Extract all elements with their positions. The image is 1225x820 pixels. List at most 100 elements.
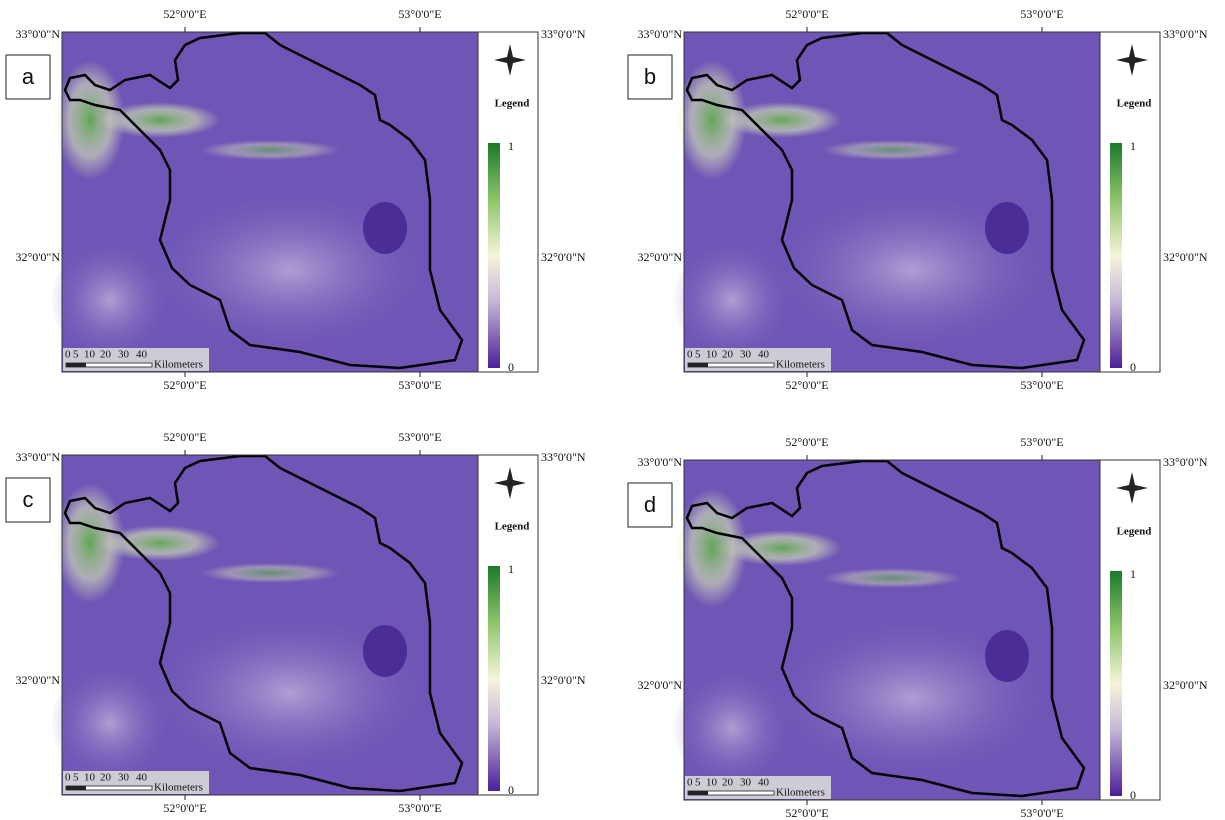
scale-tick-label: 0	[65, 772, 71, 784]
map-lake	[363, 625, 407, 677]
longitude-label: 53°0'0"E	[1020, 7, 1063, 21]
map-vegetation	[100, 102, 220, 138]
legend-min: 0	[1130, 788, 1136, 802]
longitude-label: 52°0'0"E	[785, 7, 828, 21]
scale-tick-label: 5	[695, 777, 701, 789]
scale-bar-segment	[688, 363, 708, 367]
scale-bar-segment	[66, 363, 86, 367]
scale-tick-label: 40	[758, 349, 770, 361]
map-light-area	[672, 240, 792, 360]
scale-tick-label: 10	[706, 349, 718, 361]
legend-max: 1	[1130, 567, 1136, 581]
longitude-label: 52°0'0"E	[163, 378, 206, 392]
longitude-label: 53°0'0"E	[398, 7, 441, 21]
map-vegetation	[100, 525, 220, 561]
map-vegetation	[822, 140, 962, 160]
north-arrow	[1116, 44, 1148, 76]
study-area-boundary	[685, 31, 1086, 370]
longitude-label: 52°0'0"E	[785, 378, 828, 392]
legend-panel	[477, 454, 539, 796]
scale-unit: Kilometers	[776, 359, 825, 371]
legend-panel	[1099, 31, 1161, 373]
longitude-label: 53°0'0"E	[1020, 435, 1063, 449]
map-lake	[363, 202, 407, 254]
panel-letter: b	[644, 64, 656, 89]
scale-tick-label: 40	[758, 777, 770, 789]
longitude-label: 53°0'0"E	[1020, 806, 1063, 820]
study-area-boundary	[63, 454, 464, 793]
longitude-label: 53°0'0"E	[398, 801, 441, 815]
color-bar	[1110, 143, 1122, 368]
legend-panel	[1099, 459, 1161, 801]
scale-unit: Kilometers	[776, 787, 825, 799]
scale-bar-segment	[688, 791, 708, 795]
color-bar	[488, 143, 500, 368]
latitude-label: 32°0'0"N	[1163, 250, 1208, 264]
panel-letter-box	[627, 482, 673, 528]
scale-tick-label: 5	[695, 349, 701, 361]
legend-min: 0	[1130, 360, 1136, 374]
map-light-area	[150, 613, 430, 773]
latitude-label: 33°0'0"N	[15, 27, 60, 41]
map-panel: Legend10b52°0'0"E52°0'0"E53°0'0"E53°0'0"…	[627, 7, 1208, 392]
scale-tick-label: 0	[65, 349, 71, 361]
legend-title: Legend	[1117, 98, 1152, 110]
longitude-label: 53°0'0"E	[1020, 378, 1063, 392]
legend-panel	[477, 31, 539, 373]
longitude-label: 52°0'0"E	[785, 435, 828, 449]
scale-tick-label: 10	[706, 777, 718, 789]
study-area-boundary	[685, 459, 1086, 798]
north-arrow	[1116, 472, 1148, 504]
scale-tick-label: 20	[722, 349, 734, 361]
north-arrow	[494, 44, 526, 76]
panel-letter-box	[627, 54, 673, 100]
latitude-label: 33°0'0"N	[637, 455, 682, 469]
latitude-label: 32°0'0"N	[637, 678, 682, 692]
latitude-label: 33°0'0"N	[637, 27, 682, 41]
legend-title: Legend	[1117, 526, 1152, 538]
latitude-label: 33°0'0"N	[541, 27, 586, 41]
map-light-area	[150, 190, 430, 350]
latitude-label: 32°0'0"N	[541, 673, 586, 687]
scale-tick-label: 5	[73, 772, 79, 784]
scale-tick-label: 30	[740, 349, 752, 361]
scale-tick-label: 0	[687, 349, 693, 361]
map-vegetation	[722, 530, 842, 566]
scale-tick-label: 20	[722, 777, 734, 789]
longitude-label: 53°0'0"E	[398, 378, 441, 392]
latitude-label: 32°0'0"N	[15, 250, 60, 264]
longitude-label: 52°0'0"E	[785, 806, 828, 820]
legend-min: 0	[508, 783, 514, 797]
map-vegetation	[722, 102, 842, 138]
map-panel: Legend10a52°0'0"E52°0'0"E53°0'0"E53°0'0"…	[5, 7, 586, 392]
latitude-label: 32°0'0"N	[637, 250, 682, 264]
north-arrow	[494, 467, 526, 499]
legend-max: 1	[1130, 139, 1136, 153]
scale-tick-label: 20	[100, 772, 112, 784]
map-vegetation	[822, 568, 962, 588]
longitude-label: 52°0'0"E	[163, 430, 206, 444]
scale-tick-label: 10	[84, 772, 96, 784]
scale-tick-label: 5	[73, 349, 79, 361]
panel-letter: c	[23, 487, 34, 512]
map-vegetation	[200, 140, 340, 160]
map-light-area	[772, 190, 1052, 350]
map-vegetation	[200, 563, 340, 583]
scale-tick-label: 30	[118, 349, 130, 361]
scale-tick-label: 30	[740, 777, 752, 789]
panel-letter: a	[22, 64, 35, 89]
panel-letter-box	[5, 54, 51, 100]
scale-unit: Kilometers	[154, 359, 203, 371]
latitude-label: 32°0'0"N	[15, 673, 60, 687]
map-panel: Legend10c52°0'0"E52°0'0"E53°0'0"E53°0'0"…	[5, 430, 586, 815]
map-light-area	[672, 668, 792, 788]
map-lake	[985, 630, 1029, 682]
latitude-label: 33°0'0"N	[541, 450, 586, 464]
scale-tick-label: 20	[100, 349, 112, 361]
map-light-area	[50, 240, 170, 360]
longitude-label: 53°0'0"E	[398, 430, 441, 444]
scale-tick-label: 40	[136, 772, 148, 784]
scale-unit: Kilometers	[154, 782, 203, 794]
legend-min: 0	[508, 360, 514, 374]
